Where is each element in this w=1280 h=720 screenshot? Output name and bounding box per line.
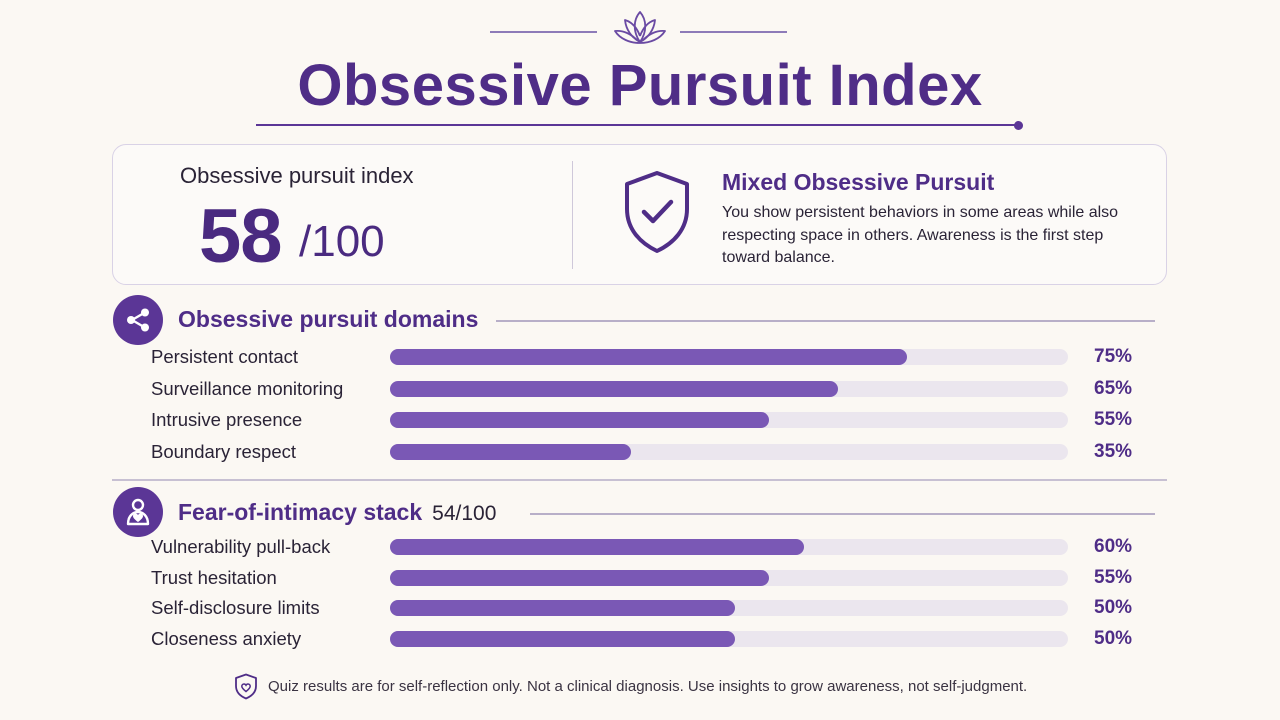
row-label: Closeness anxiety (151, 628, 302, 649)
shield-check-icon (625, 171, 689, 253)
row-label: Intrusive presence (151, 409, 303, 430)
row-percent: 55% (1094, 567, 1133, 588)
verdict-text: You show persistent behaviors in some ar… (722, 204, 1119, 266)
row-label: Trust hesitation (151, 567, 277, 588)
score-denominator: /100 (299, 217, 385, 266)
domains-section-title: Obsessive pursuit domains (178, 306, 479, 332)
row-label: Surveillance monitoring (151, 378, 344, 399)
bar-track (390, 381, 1068, 397)
top-ornament (0, 8, 1280, 48)
card-divider (572, 161, 573, 269)
row-percent: 65% (1094, 378, 1133, 399)
row-label: Self-disclosure limits (151, 597, 320, 618)
shield-heart-icon (235, 673, 257, 700)
row-percent: 35% (1094, 441, 1133, 462)
row-percent: 55% (1094, 409, 1133, 430)
intimacy-score: 54/100 (432, 502, 497, 525)
intimacy-title-text: Fear-of-intimacy stack (178, 499, 423, 525)
ornament-line-right (680, 31, 787, 33)
bar-fill (390, 412, 770, 428)
row-label: Persistent contact (151, 346, 299, 367)
page-title: Obsessive Pursuit Index (297, 53, 983, 118)
title-underline-dot (1014, 121, 1023, 130)
bar-fill (390, 570, 770, 586)
bar-fill (390, 600, 735, 616)
verdict-title: Mixed Obsessive Pursuit (722, 169, 995, 195)
title-underline (256, 124, 1018, 126)
footer-disclaimer: Quiz results are for self-reflection onl… (0, 673, 1280, 700)
row-percent: 50% (1094, 597, 1133, 618)
bar-track (390, 600, 1068, 616)
domains-section-rule (496, 320, 1155, 322)
bar-fill (390, 631, 735, 647)
ornament-line-left (490, 31, 597, 33)
row-percent: 75% (1094, 346, 1133, 367)
bar-track (390, 631, 1068, 647)
row-label: Boundary respect (151, 441, 297, 462)
bar-track (390, 412, 1068, 428)
bar-track (390, 444, 1068, 460)
score-value: 58 (199, 194, 283, 279)
footer-text: Quiz results are for self-reflection onl… (268, 678, 1028, 695)
bar-track (390, 539, 1068, 555)
bar-track (390, 349, 1068, 365)
section-divider (112, 479, 1167, 481)
bar-fill (390, 381, 839, 397)
person-heart-icon (113, 487, 163, 537)
share-icon (113, 295, 163, 345)
score-card: Obsessive pursuit index 58 /100 Mixed Ob… (112, 144, 1167, 285)
intimacy-section-rule (530, 513, 1155, 515)
bar-fill (390, 444, 632, 460)
row-percent: 50% (1094, 628, 1133, 649)
lotus-icon (614, 11, 666, 44)
score-label: Obsessive pursuit index (180, 163, 414, 188)
intimacy-section-title: Fear-of-intimacy stack 54/100 (178, 499, 496, 526)
bar-track (390, 570, 1068, 586)
row-label: Vulnerability pull-back (151, 536, 331, 557)
bar-fill (390, 349, 908, 365)
row-percent: 60% (1094, 536, 1133, 557)
bar-fill (390, 539, 804, 555)
